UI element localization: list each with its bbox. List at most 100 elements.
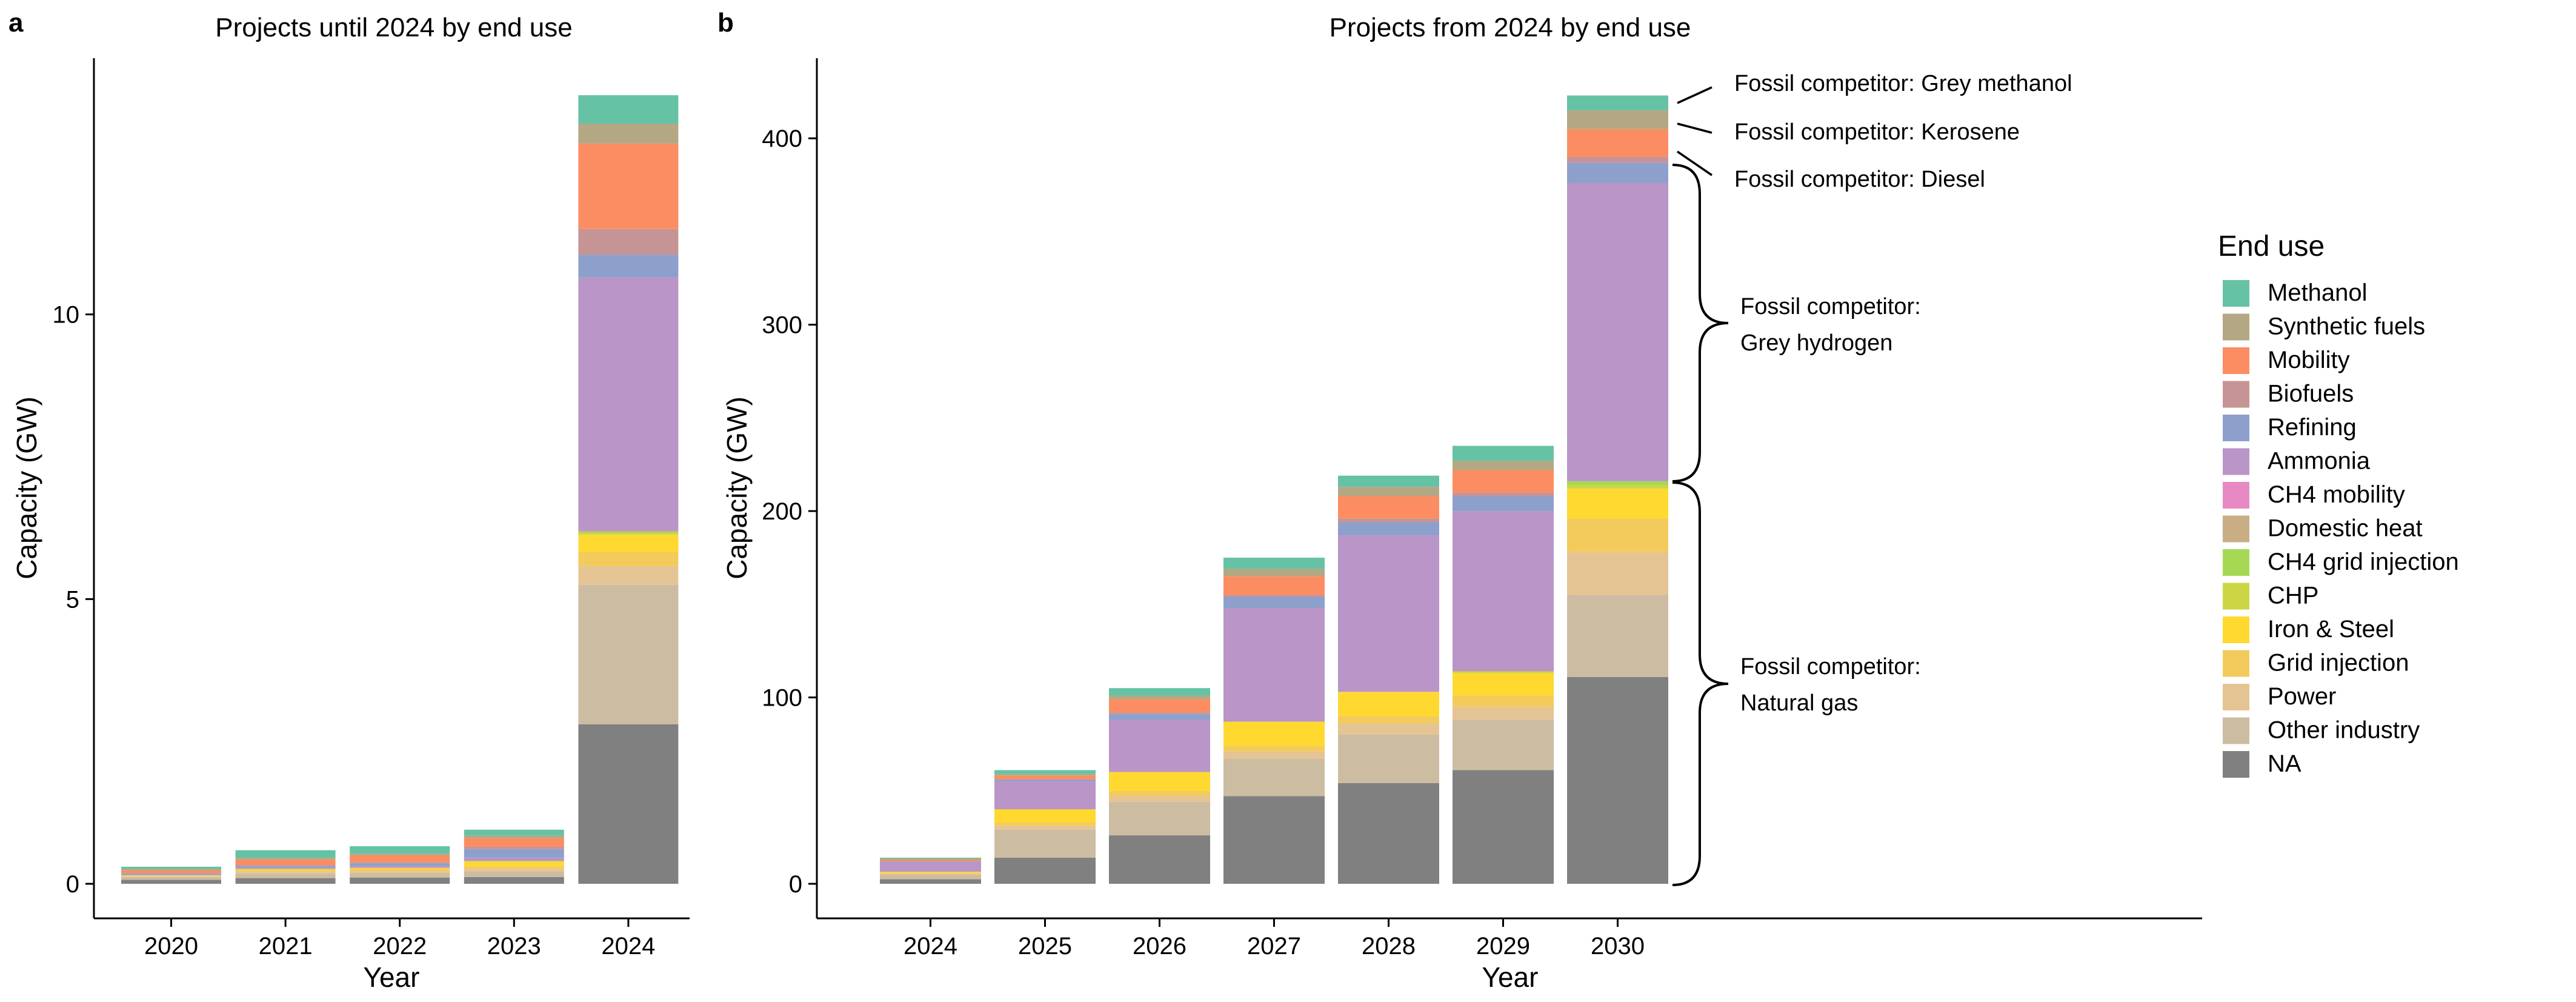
bar-segment-biofuels-2023 — [464, 846, 564, 849]
x-tick-label-2025: 2025 — [1018, 933, 1072, 960]
bar-segment-grid-injection-2024 — [578, 552, 679, 566]
legend-swatch-refining — [2223, 415, 2249, 441]
panel-a: a Projects until 2024 by end use 0 5 10 20… — [8, 8, 690, 993]
x-tick-label-2027: 2027 — [1247, 933, 1301, 960]
bar-segment-other-industry-2020 — [121, 877, 221, 880]
bar-segment-methanol-2022 — [350, 846, 450, 854]
legend-label-domestic-heat: Domestic heat — [2268, 515, 2423, 542]
bar-segment-synthetic-fuels-2022 — [350, 853, 450, 856]
annotation-natural-gas-line1: Fossil competitor: — [1740, 654, 1921, 680]
bar-segment-methanol-2025 — [994, 770, 1096, 774]
bar-segment-other-industry-2023 — [464, 871, 564, 877]
bar-segment-na-2029 — [1453, 770, 1554, 884]
legend-swatch-synthetic-fuels — [2223, 313, 2249, 341]
panel-b-y-ticks: 0 100 200 300 400 — [762, 125, 817, 898]
panel-a-title: Projects until 2024 by end use — [215, 13, 573, 42]
bar-segment-mobility-2023 — [464, 838, 564, 847]
bar-segment-ch4-grid-injection-2030 — [1567, 481, 1668, 486]
bar-segment-iron-and-steel-2024 — [578, 535, 679, 552]
bar-segment-grid-injection-2022 — [350, 869, 450, 872]
x-tick-label-2024: 2024 — [904, 933, 957, 960]
bar-segment-methanol-2020 — [121, 866, 221, 869]
legend-swatch-power — [2223, 684, 2249, 710]
bar-segment-mobility-2029 — [1453, 470, 1554, 493]
bar-segment-synthetic-fuels-2028 — [1338, 487, 1439, 496]
bar-segment-power-2024 — [578, 566, 679, 585]
bar-segment-biofuels-2027 — [1223, 595, 1325, 597]
bar-segment-power-2028 — [1338, 723, 1439, 735]
annotation-grey-methanol: Fossil competitor: Grey methanol — [1734, 71, 2072, 96]
brace-natural-gas — [1672, 481, 1729, 886]
bar-segment-other-industry-2029 — [1453, 720, 1554, 770]
bar-segment-mobility-2028 — [1338, 496, 1439, 519]
bar-segment-na-2021 — [235, 878, 336, 884]
x-tick-label-2024: 2024 — [601, 933, 655, 960]
legend-label-grid-injection: Grid injection — [2268, 650, 2409, 676]
bar-segment-power-2029 — [1453, 706, 1554, 720]
bar-segment-methanol-2024 — [880, 857, 981, 859]
bar-segment-refining-2020 — [121, 873, 221, 875]
legend-label-ch4-grid-injection: CH4 grid injection — [2268, 549, 2459, 575]
panel-b-y-axis-title: Capacity (GW) — [721, 396, 753, 579]
bar-segment-mobility-2027 — [1223, 576, 1325, 595]
legend-label-chp: CHP — [2268, 583, 2318, 609]
legend-label-synthetic-fuels: Synthetic fuels — [2268, 313, 2425, 340]
panel-b-label: b — [717, 8, 734, 38]
panel-b-x-ticks: 2024 2025 2026 2027 2028 2029 2030 — [904, 918, 1645, 960]
bar-segment-synthetic-fuels-2024 — [578, 124, 679, 144]
y-tick-label-10: 10 — [53, 302, 80, 329]
bar-segment-na-2024 — [880, 879, 981, 884]
leader-line-diesel — [1677, 150, 1712, 176]
bar-segment-biofuels-2022 — [350, 862, 450, 864]
bar-segment-methanol-2029 — [1453, 446, 1554, 461]
bar-segment-na-2027 — [1223, 796, 1325, 884]
bar-segment-iron-and-steel-2027 — [1223, 721, 1325, 746]
x-tick-label-2030: 2030 — [1591, 933, 1645, 960]
bar-segment-power-2026 — [1109, 796, 1210, 802]
legend-swatch-grid-injection — [2223, 650, 2249, 677]
bar-segment-grid-injection-2026 — [1109, 790, 1210, 797]
legend-label-power: Power — [2268, 683, 2336, 710]
leader-line-kerosene — [1677, 122, 1712, 134]
bar-segment-methanol-2024 — [578, 95, 679, 124]
bar-segment-refining-2023 — [464, 849, 564, 858]
bar-segment-synthetic-fuels-2026 — [1109, 695, 1210, 700]
leader-line-grey-methanol — [1677, 86, 1712, 104]
bar-segment-synthetic-fuels-2025 — [994, 773, 1096, 776]
bar-segment-refining-2022 — [350, 863, 450, 866]
bar-segment-refining-2025 — [994, 779, 1096, 781]
bar-segment-ammonia-2024 — [578, 277, 679, 531]
bar-segment-ammonia-2025 — [994, 781, 1096, 810]
panel-a-x-axis-title: Year — [364, 961, 420, 993]
panel-a-label: a — [8, 8, 24, 38]
bar-segment-power-2027 — [1223, 751, 1325, 760]
bar-segment-chp-2024 — [578, 533, 679, 535]
legend-label-ch4-mobility: CH4 mobility — [2268, 481, 2405, 508]
bar-segment-power-2022 — [350, 871, 450, 873]
bar-segment-other-industry-2027 — [1223, 759, 1325, 797]
bar-segment-ammonia-2029 — [1453, 511, 1554, 672]
y-tick-label-0: 0 — [66, 871, 79, 898]
panel-b-bars — [880, 95, 1668, 884]
legend-swatch-iron-and-steel — [2223, 616, 2249, 643]
bar-segment-refining-2030 — [1567, 162, 1668, 183]
bar-segment-other-industry-2025 — [994, 829, 1096, 858]
bar-segment-refining-2029 — [1453, 496, 1554, 512]
bar-segment-iron-and-steel-2030 — [1567, 489, 1668, 519]
bar-segment-na-2020 — [121, 880, 221, 884]
x-tick-label-2023: 2023 — [487, 933, 541, 960]
bar-segment-iron-and-steel-2022 — [350, 867, 450, 869]
bar-segment-na-2028 — [1338, 783, 1439, 884]
legend-label-mobility: Mobility — [2268, 347, 2350, 373]
bar-segment-biofuels-2030 — [1567, 156, 1668, 163]
bar-segment-methanol-2026 — [1109, 688, 1210, 696]
y-tick-label-0: 0 — [789, 871, 802, 898]
legend-swatch-chp — [2223, 583, 2249, 610]
bar-segment-iron-and-steel-2029 — [1453, 673, 1554, 696]
panel-b-x-axis-title: Year — [1482, 961, 1539, 993]
bar-segment-grid-injection-2024 — [880, 872, 981, 874]
bar-segment-iron-and-steel-2023 — [464, 861, 564, 866]
bar-segment-other-industry-2021 — [235, 873, 336, 878]
bar-segment-ammonia-2027 — [1223, 607, 1325, 722]
bar-segment-power-2024 — [880, 873, 981, 875]
